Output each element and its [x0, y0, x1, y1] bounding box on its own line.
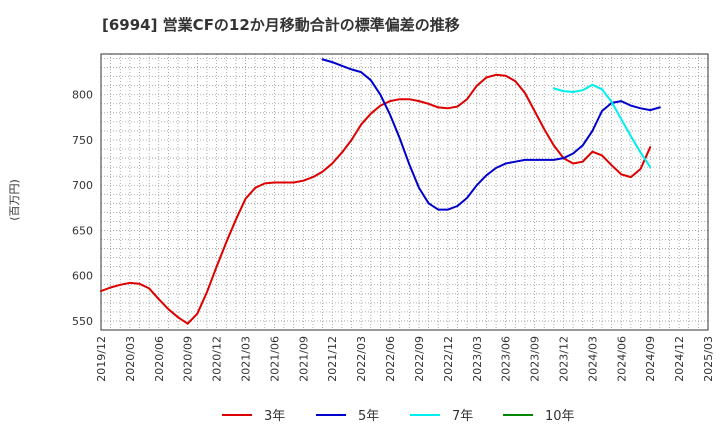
- x-tick-label: 2021/12: [326, 336, 339, 382]
- x-tick-label: 2020/09: [182, 336, 195, 382]
- x-tick-label: 2020/03: [124, 336, 137, 382]
- legend-label: 5年: [358, 409, 379, 424]
- x-tick-label: 2024/06: [615, 336, 628, 382]
- y-tick-label: 800: [72, 89, 93, 102]
- legend-label: 7年: [452, 409, 473, 424]
- y-tick-label: 650: [72, 224, 93, 237]
- x-tick-label: 2020/12: [211, 336, 224, 382]
- series-line-1: [100, 73, 652, 325]
- x-tick-label: 2022/06: [384, 336, 397, 382]
- series-line-3: [552, 83, 652, 169]
- x-tick-label: 2020/06: [153, 336, 166, 382]
- plot-frame: [100, 53, 709, 331]
- series-line-2: [321, 58, 661, 211]
- x-tick-label: 2025/03: [702, 336, 715, 382]
- x-tick-label: 2023/12: [557, 336, 570, 382]
- x-tick-label: 2022/12: [442, 336, 455, 382]
- y-tick-label: 700: [72, 179, 93, 192]
- x-tick-label: 2022/09: [413, 336, 426, 382]
- legend: 3年 5年 7年 10年: [222, 409, 575, 424]
- legend-label: 3年: [264, 409, 285, 424]
- grid: [100, 54, 709, 330]
- x-tick-label: 2023/06: [500, 336, 513, 382]
- y-tick-label: 750: [72, 134, 93, 147]
- x-tick-label: 2019/12: [95, 336, 108, 382]
- x-tick-label: 2024/09: [644, 336, 657, 382]
- y-tick-label: 600: [72, 270, 93, 283]
- x-tick-label: 2023/03: [471, 336, 484, 382]
- x-tick-label: 2023/09: [529, 336, 542, 382]
- x-tick-label: 2022/03: [355, 336, 368, 382]
- y-axis-label: (百万円): [8, 179, 21, 221]
- x-tick-label: 2021/06: [268, 336, 281, 382]
- chart-title: [6994] 営業CFの12か月移動合計の標準偏差の推移: [102, 16, 460, 34]
- y-axis-ticks: 550 600 650 700 750 800: [72, 89, 93, 328]
- x-tick-label: 2021/03: [240, 336, 253, 382]
- x-tick-label: 2024/12: [673, 336, 686, 382]
- x-axis-ticks: 2019/12 2020/03 2020/06 2020/09 2020/12 2021/…: [95, 336, 715, 382]
- series-lines: [100, 58, 661, 325]
- legend-label: 10年: [545, 409, 575, 424]
- x-tick-label: 2024/03: [586, 336, 599, 382]
- y-tick-label: 550: [72, 315, 93, 328]
- x-tick-label: 2021/09: [297, 336, 310, 382]
